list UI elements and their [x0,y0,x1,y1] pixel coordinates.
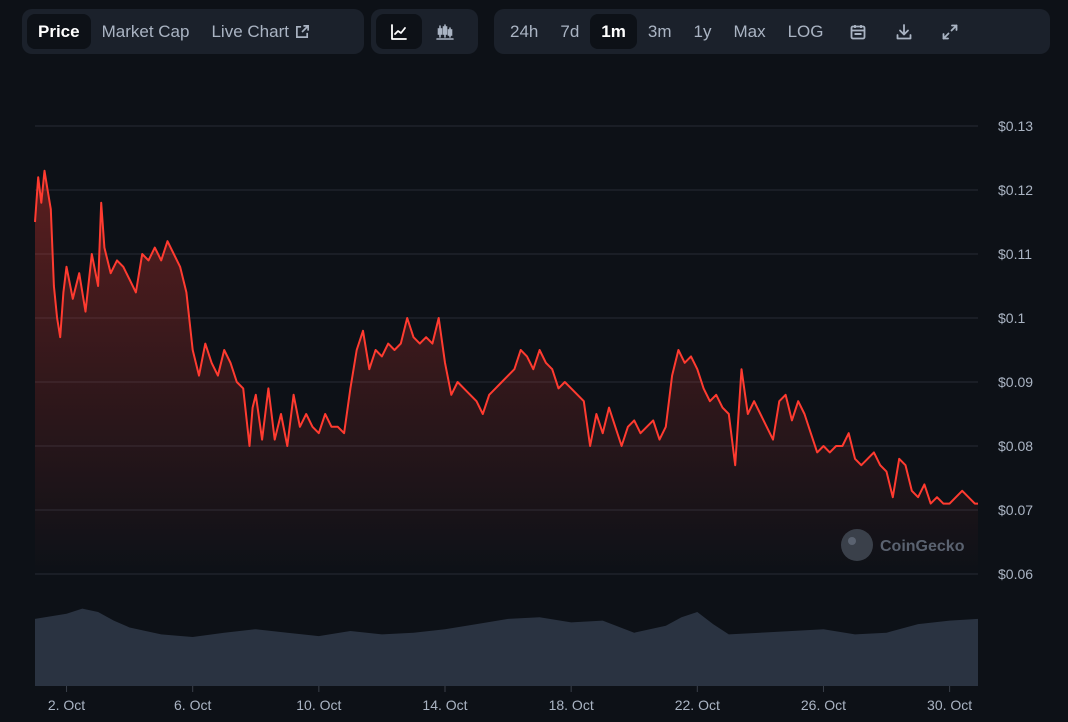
watermark-text: CoinGecko [880,538,965,555]
fullscreen-button[interactable] [927,14,973,49]
chart-type-group [371,9,478,54]
range-tab-group: 24h 7d 1m 3m 1y Max LOG [494,9,1050,54]
calendar-icon [849,23,867,41]
coingecko-watermark: CoinGecko [841,529,965,561]
y-tick-label: $0.06 [998,566,1033,582]
volume-area [35,608,978,686]
x-tick-label: 26. Oct [801,697,846,713]
coingecko-logo-icon [841,529,873,561]
price-area-fill [35,170,978,575]
tab-market-cap[interactable]: Market Cap [101,21,190,41]
range-24h[interactable]: 24h [510,21,539,41]
candlestick-chart-icon [435,23,455,41]
y-tick-label: $0.1 [998,310,1025,326]
download-icon [895,23,913,41]
download-button[interactable] [881,14,927,49]
x-tick-label: 30. Oct [927,697,972,713]
coingecko-logo-eye [848,537,856,545]
line-chart-icon [390,23,408,41]
range-3m[interactable]: 3m [647,21,672,41]
x-tick-label: 18. Oct [549,697,594,713]
range-7d[interactable]: 7d [560,21,580,41]
range-1y[interactable]: 1y [693,21,712,41]
range-max[interactable]: Max [733,21,766,41]
metric-tab-group: Price Market Cap Live Chart [22,9,364,54]
tab-live-chart-label: Live Chart [211,21,289,41]
x-tick-label: 2. Oct [48,697,85,713]
volume-bars [35,608,978,686]
tab-live-chart[interactable]: Live Chart [200,14,320,49]
price-series-line [34,169,978,505]
price-line [34,169,978,505]
x-tick-label: 10. Oct [296,697,341,713]
x-axis-labels: 2. Oct 6. Oct 10. Oct 14. Oct 18. Oct 22. Oct… [48,686,972,713]
x-tick-label: 6. Oct [174,697,211,713]
y-tick-label: $0.11 [998,246,1032,262]
x-tick-label: 14. Oct [422,697,467,713]
y-axis-labels: $0.13 $0.12 $0.11 $0.1 $0.09 $0.08 $0.07 $0.06 [998,118,1033,582]
y-tick-label: $0.12 [998,182,1033,198]
external-link-icon [295,24,310,39]
price-area [35,170,978,575]
calendar-button[interactable] [835,14,881,49]
y-tick-label: $0.13 [998,118,1033,134]
fullscreen-icon [941,23,959,41]
log-scale-toggle[interactable]: LOG [787,21,824,41]
y-tick-label: $0.09 [998,374,1033,390]
y-tick-label: $0.08 [998,438,1033,454]
range-1m[interactable]: 1m [590,14,637,49]
x-tick-label: 22. Oct [675,697,720,713]
line-chart-button[interactable] [376,14,422,49]
candlestick-chart-button[interactable] [422,14,468,49]
y-tick-label: $0.07 [998,502,1033,518]
tab-price[interactable]: Price [27,14,91,49]
